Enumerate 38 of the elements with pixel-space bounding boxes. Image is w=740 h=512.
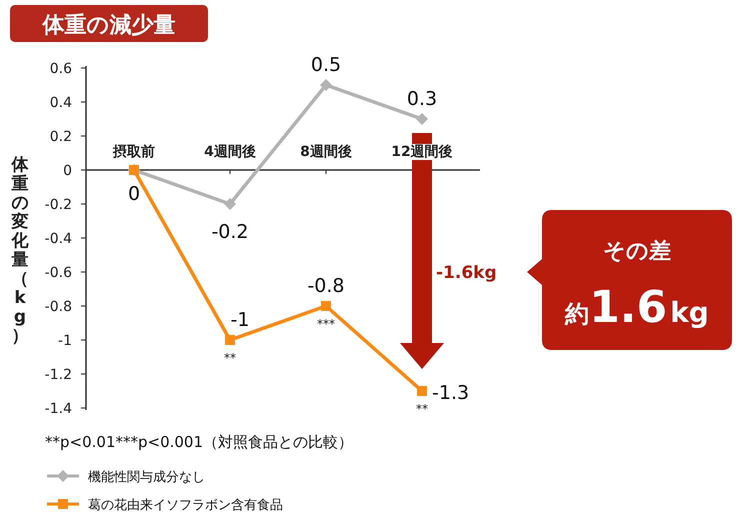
- y-tick-label: -0.2: [44, 197, 72, 213]
- point: [225, 335, 235, 345]
- y-tick-label: -0.4: [44, 231, 72, 247]
- x-tick-label: 4週間後: [204, 144, 256, 160]
- y-tick-label: 0: [63, 163, 72, 179]
- text: 体重の変化量（kg）: [12, 155, 28, 346]
- y-tick-label: 0.4: [50, 95, 72, 111]
- data-label: 0.3: [406, 88, 438, 110]
- text: **p<0.01***p<0.001（対照食品との比較）: [45, 433, 354, 451]
- y-tick-label: -1.2: [44, 367, 72, 383]
- x-tick-label: 摂取前: [112, 144, 155, 160]
- data-label: -0.8: [307, 275, 345, 297]
- data-label: -1.3: [432, 382, 470, 404]
- y-tick-label: 0.2: [50, 129, 72, 145]
- x-tick-label: 8週間後: [300, 144, 352, 160]
- legend-label: 機能性関与成分なし: [88, 470, 205, 485]
- y-tick-label: -1: [58, 333, 72, 349]
- x-tick-label: 12週間後: [391, 144, 453, 160]
- y-tick-label: -0.8: [44, 299, 72, 315]
- y-tick-label: 0.6: [50, 61, 72, 77]
- point: [320, 79, 332, 91]
- annotation: **: [224, 351, 236, 365]
- annotation: -1.6kg: [436, 263, 497, 283]
- legend-label: 葛の花由来イソフラボン含有食品: [88, 498, 283, 512]
- y-tick-label: -0.6: [44, 265, 72, 281]
- text: その差: [603, 239, 671, 264]
- chart-title: 体重の減少量: [42, 13, 176, 38]
- annotation: ***: [317, 317, 335, 331]
- point: [321, 301, 331, 311]
- point: [417, 386, 427, 396]
- data-label: 0: [128, 183, 140, 205]
- data-label: 0.5: [310, 54, 342, 76]
- data-label: -0.2: [211, 221, 249, 243]
- point: [416, 113, 428, 125]
- y-tick-label: -1.4: [44, 401, 72, 417]
- annotation: **: [416, 402, 428, 416]
- data-label: -1: [230, 309, 250, 331]
- point: [224, 198, 236, 210]
